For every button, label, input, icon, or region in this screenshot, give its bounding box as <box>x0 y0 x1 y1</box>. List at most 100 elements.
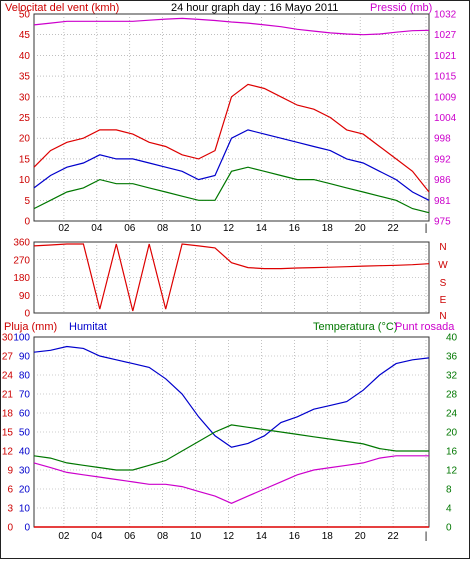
pressure-tick-label: 981 <box>434 196 451 207</box>
direction-series <box>33 243 430 312</box>
x-tick-label: 10 <box>190 223 202 234</box>
x-tick-label: 16 <box>289 531 301 542</box>
wind-tick-label: 35 <box>19 72 31 83</box>
x-tick-label: 08 <box>157 223 169 234</box>
direction-tick-label: 90 <box>19 291 31 302</box>
humidity-tick-label: 60 <box>19 409 31 420</box>
rain-tick-label: 27 <box>2 352 14 363</box>
direction-tick-label: 180 <box>13 273 30 284</box>
wind-time-ticks: 02 04 06 08 10 12 14 16 18 20 22 | <box>58 223 427 234</box>
temperature-axis-ticks: 0 4 8 12 16 20 24 28 32 36 40 <box>446 333 458 534</box>
rain-tick-label: 30 <box>2 333 14 344</box>
temperature-tick-label: 16 <box>446 447 458 458</box>
pressure-tick-label: 1009 <box>434 92 457 103</box>
x-tick-label: 02 <box>58 531 70 542</box>
x-tick-label: 12 <box>223 531 235 542</box>
temperature-tick-label: 28 <box>446 390 458 401</box>
humidity-time-ticks: 02 04 06 08 10 12 14 16 18 20 22 | <box>58 531 427 542</box>
temperature-tick-label: 24 <box>446 409 458 420</box>
pressure-tick-label: 1027 <box>434 30 457 41</box>
temperature-tick-label: 20 <box>446 428 458 439</box>
series-gust-line <box>33 83 430 193</box>
series-dewpoint-line <box>33 455 429 504</box>
x-tick-label: 16 <box>289 223 301 234</box>
pressure-tick-label: 998 <box>434 134 451 145</box>
humidity-tick-label: 100 <box>13 333 30 344</box>
wind-tick-label: 20 <box>19 134 31 145</box>
x-tick-label: | <box>425 223 428 234</box>
x-tick-label: 18 <box>322 223 334 234</box>
humidity-tick-label: 40 <box>19 447 31 458</box>
compass-w: W <box>438 260 448 271</box>
series-temperature-line <box>33 424 429 471</box>
x-tick-label: 04 <box>91 223 103 234</box>
wind-pressure-series <box>33 17 430 214</box>
x-tick-label: 20 <box>355 223 367 234</box>
x-tick-label: 08 <box>157 531 169 542</box>
pressure-tick-label: 1032 <box>434 10 457 21</box>
temperature-tick-label: 4 <box>446 504 452 515</box>
x-tick-label: 20 <box>355 531 367 542</box>
temperature-tick-label: 12 <box>446 466 458 477</box>
humidity-temperature-series <box>33 345 430 528</box>
temperature-tick-label: 40 <box>446 333 458 344</box>
rain-tick-label: 24 <box>2 371 14 382</box>
rain-tick-label: 0 <box>7 523 13 534</box>
rain-tick-label: 18 <box>2 409 14 420</box>
compass-s: S <box>440 278 447 289</box>
x-tick-label: 06 <box>124 223 136 234</box>
rain-tick-label: 3 <box>7 504 13 515</box>
temperature-tick-label: 36 <box>446 352 458 363</box>
pressure-tick-label: 992 <box>434 154 451 165</box>
wind-tick-label: 25 <box>19 113 31 124</box>
humidity-tick-label: 20 <box>19 485 31 496</box>
rain-tick-label: 12 <box>2 447 14 458</box>
wind-tick-label: 30 <box>19 92 31 103</box>
x-tick-label: 22 <box>388 223 400 234</box>
wind-tick-label: 40 <box>19 51 31 62</box>
humidity-tick-label: 10 <box>19 504 31 515</box>
series-direction-line <box>33 243 430 312</box>
direction-panel: 0 90 180 270 360 N W S E N <box>13 238 448 323</box>
wind-tick-label: 10 <box>19 175 31 186</box>
x-tick-label: 10 <box>190 531 202 542</box>
humidity-tick-label: 0 <box>24 523 30 534</box>
series-avg-line <box>33 129 430 201</box>
rain-tick-label: 15 <box>2 428 14 439</box>
direction-axis-ticks: 0 90 180 270 360 <box>13 238 30 320</box>
series-low-line <box>33 166 430 214</box>
x-tick-label: 02 <box>58 223 70 234</box>
x-tick-label: | <box>425 531 428 542</box>
x-tick-label: 06 <box>124 531 136 542</box>
x-tick-label: 22 <box>388 531 400 542</box>
wind-tick-label: 45 <box>19 30 31 41</box>
wind-tick-label: 15 <box>19 154 31 165</box>
wind-axis-label: Velocitat del vent (kmh) <box>5 2 119 14</box>
series-pressure-line <box>33 17 430 36</box>
pressure-tick-label: 1015 <box>434 72 457 83</box>
humidity-tick-label: 80 <box>19 371 31 382</box>
humidity-tick-label: 70 <box>19 390 31 401</box>
wind-axis-ticks: 0 5 10 15 20 25 30 35 40 45 50 <box>19 10 31 228</box>
temperature-axis-label: Temperatura (°C) <box>313 321 397 333</box>
rain-axis-label: Pluja (mm) <box>4 321 57 333</box>
temperature-tick-label: 8 <box>446 485 452 496</box>
humidity-axis-ticks: 0 10 20 30 40 50 60 70 80 90 100 <box>13 333 30 534</box>
rain-tick-label: 21 <box>2 390 14 401</box>
pressure-axis-label: Pressió (mb) <box>370 2 432 14</box>
compass-e: E <box>440 295 447 306</box>
rain-tick-label: 9 <box>7 466 13 477</box>
series-humidity-line <box>33 345 430 448</box>
humidity-temperature-panel: Pluja (mm) Humitat Temperatura (°C) Punt… <box>2 321 458 542</box>
pressure-axis-ticks: 975 981 986 992 998 1004 1009 1015 1021 1027 1032 <box>434 10 457 228</box>
pressure-tick-label: 986 <box>434 175 451 186</box>
rain-axis-ticks: 0 3 6 9 12 15 18 21 24 27 30 <box>2 333 14 534</box>
direction-tick-label: 270 <box>13 255 30 266</box>
x-tick-label: 18 <box>322 531 334 542</box>
compass-n-bottom: N <box>439 311 446 322</box>
humidity-tick-label: 90 <box>19 352 31 363</box>
rain-tick-label: 6 <box>7 485 13 496</box>
pressure-tick-label: 1004 <box>434 113 457 124</box>
direction-tick-label: 0 <box>24 309 30 320</box>
